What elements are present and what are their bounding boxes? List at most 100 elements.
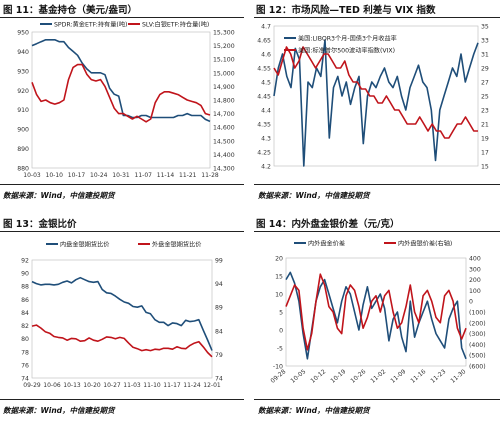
y-left-tick-label: 4.7 bbox=[261, 24, 271, 31]
panel-title-rule-12 bbox=[254, 17, 500, 18]
y-left-tick-label: -10 bbox=[273, 364, 283, 371]
plot-frame bbox=[285, 257, 467, 367]
y-right-tick-label: 29 bbox=[481, 66, 489, 73]
x-tick-label: 10-19 bbox=[329, 368, 347, 385]
y-right-tick-label: 21 bbox=[481, 122, 489, 129]
y-right-tick-label: 94 bbox=[215, 281, 223, 288]
y-left-tick-label: 4.35 bbox=[257, 122, 271, 129]
panel-source-11: 数据来源：Wind，中信建投期货 bbox=[3, 191, 115, 200]
legend-label: 美国:LIBOR3个月-国债3个月收益率 bbox=[298, 34, 397, 42]
y-right-tick-label: (400) bbox=[469, 342, 486, 349]
x-tick-label: 11-03 bbox=[123, 382, 141, 389]
y-left-tick-label: 90 bbox=[21, 271, 29, 278]
y-right-tick-label: 400 bbox=[469, 256, 481, 263]
x-tick-label: 11-10 bbox=[143, 382, 161, 389]
y-left-tick-label: 92 bbox=[21, 258, 29, 265]
y-left-tick-label: 4.2 bbox=[261, 164, 271, 171]
y-right-tick-label: 14,900 bbox=[213, 84, 235, 91]
y-right-tick-label: 14,400 bbox=[213, 152, 235, 159]
y-left-tick-label: 4.5 bbox=[261, 80, 271, 87]
panel-title-rule-14 bbox=[254, 231, 500, 232]
panel-title-rule-13 bbox=[0, 231, 244, 232]
x-tick-label: 11-09 bbox=[389, 368, 407, 385]
x-tick-label: 10-13 bbox=[63, 382, 81, 389]
y-right-tick-label: 14,700 bbox=[213, 111, 235, 118]
y-right-tick-label: (200) bbox=[469, 320, 486, 327]
y-left-tick-label: 88 bbox=[21, 284, 29, 291]
x-tick-label: 11-28 bbox=[201, 172, 219, 179]
y-right-tick-label: 15,000 bbox=[213, 70, 235, 77]
panel-source-rule-13 bbox=[0, 399, 244, 400]
series-line-2 bbox=[31, 324, 213, 358]
series-line-1 bbox=[285, 271, 467, 360]
x-tick-label: 10-27 bbox=[103, 382, 121, 389]
y-left-tick-label: 84 bbox=[21, 310, 29, 317]
x-tick-label: 10-26 bbox=[349, 368, 367, 385]
y-left-tick-label: 950 bbox=[17, 30, 29, 37]
y-left-tick-label: 910 bbox=[17, 107, 29, 114]
y-right-tick-label: 27 bbox=[481, 80, 489, 87]
y-right-tick-label: 14,300 bbox=[213, 166, 235, 173]
panel-title-13: 图 13：金银比价 bbox=[3, 219, 77, 230]
x-tick-label: 10-24 bbox=[90, 172, 108, 179]
panel-source-rule-12 bbox=[254, 184, 500, 185]
x-tick-label: 09-29 bbox=[23, 382, 41, 389]
panel-title-12: 图 12：市场风险—TED 利差与 VIX 指数 bbox=[256, 5, 436, 16]
series-line-2 bbox=[285, 273, 467, 351]
y-left-tick-label: 4.65 bbox=[257, 38, 271, 45]
legend-label: 内外盘金价差 bbox=[308, 239, 345, 247]
x-tick-label: 10-10 bbox=[46, 172, 64, 179]
panel-source-rule-11 bbox=[0, 184, 244, 185]
x-tick-label: 10-20 bbox=[83, 382, 101, 389]
y-left-tick-label: 920 bbox=[17, 88, 29, 95]
y-right-tick-label: 14,800 bbox=[213, 98, 235, 105]
y-left-tick-label: 5 bbox=[279, 310, 283, 317]
y-left-tick-label: 4.55 bbox=[257, 66, 271, 73]
legend-label: SPDR:黄金ETF:持有量(吨) bbox=[54, 20, 127, 28]
x-tick-label: 11-07 bbox=[135, 172, 153, 179]
x-tick-label: 10-12 bbox=[309, 368, 327, 385]
x-tick-label: 10-31 bbox=[112, 172, 130, 179]
y-right-tick-label: 35 bbox=[481, 24, 489, 31]
x-tick-label: 11-23 bbox=[429, 368, 447, 385]
y-right-tick-label: 15 bbox=[481, 164, 489, 171]
x-tick-label: 11-24 bbox=[183, 382, 201, 389]
y-right-tick-label: 19 bbox=[481, 136, 489, 143]
y-left-tick-label: -5 bbox=[277, 346, 283, 353]
y-left-tick-label: 890 bbox=[17, 146, 29, 153]
y-right-tick-label: 79 bbox=[215, 352, 223, 359]
plot-frame bbox=[31, 31, 211, 169]
x-tick-label: 11-21 bbox=[179, 172, 197, 179]
y-right-tick-label: (100) bbox=[469, 310, 486, 317]
y-left-tick-label: 74 bbox=[21, 376, 29, 383]
series-line-2 bbox=[31, 63, 211, 123]
legend-label: 外盘金银期货比价 bbox=[152, 240, 202, 248]
y-right-tick-label: 15,200 bbox=[213, 43, 235, 50]
y-left-tick-label: 10 bbox=[275, 292, 283, 299]
y-right-tick-label: 84 bbox=[215, 328, 223, 335]
chart-domestic-foreign-spread: -10 -5 0 5 10 15 20 (600) (500) (400) (300) (200) (1… bbox=[269, 239, 486, 385]
x-tick-label: 11-30 bbox=[449, 368, 467, 385]
y-right-tick-label: (500) bbox=[469, 353, 486, 360]
x-tick-label: 11-02 bbox=[369, 368, 387, 385]
y-left-tick-label: 86 bbox=[21, 297, 29, 304]
x-tick-label: 10-17 bbox=[68, 172, 86, 179]
legend-label: 美国:标准普尔500波动率指数(VIX) bbox=[298, 46, 395, 54]
y-right-tick-label: 200 bbox=[469, 277, 481, 284]
chart-gold-fund-holdings: 880 890 900 910 920 930 940 950 14,300 14,400 14,5… bbox=[17, 20, 235, 179]
y-right-tick-label: 23 bbox=[481, 108, 489, 115]
x-tick-label: 10-05 bbox=[289, 368, 307, 385]
x-tick-label: 09-28 bbox=[269, 368, 287, 385]
y-right-tick-label: 300 bbox=[469, 266, 481, 273]
x-tick-label: 10-06 bbox=[43, 382, 61, 389]
y-right-tick-label: 100 bbox=[469, 288, 481, 295]
y-right-tick-label: 33 bbox=[481, 38, 489, 45]
y-left-tick-label: 0 bbox=[279, 328, 283, 335]
panel-source-12: 数据来源：Wind，中信建投期货 bbox=[258, 191, 370, 200]
panel-source-14: 数据来源：Wind，中信建投期货 bbox=[258, 406, 370, 415]
y-right-tick-label: 89 bbox=[215, 305, 223, 312]
y-left-tick-label: 4.6 bbox=[261, 52, 271, 59]
legend-label: 内盘金银期货比价 bbox=[60, 240, 110, 248]
y-right-tick-label: 15,100 bbox=[213, 57, 235, 64]
y-right-tick-label: (300) bbox=[469, 331, 486, 338]
